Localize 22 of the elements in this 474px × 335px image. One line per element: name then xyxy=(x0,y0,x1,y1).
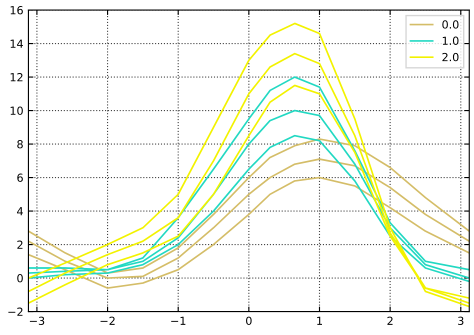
y-tick-label: 16 xyxy=(10,6,23,14)
y-tick-label: 2 xyxy=(17,240,22,249)
x-tick-label: −2 xyxy=(100,316,115,325)
y-tick-label: 10 xyxy=(10,106,23,115)
line-series xyxy=(28,158,470,279)
x-tick-label: 2 xyxy=(387,316,393,325)
legend-label: 1.0 xyxy=(442,36,459,45)
legend-label: 0.0 xyxy=(442,20,459,29)
y-tick-label: 12 xyxy=(10,73,22,82)
x-tick-label: −3 xyxy=(30,316,44,326)
y-tick-label: 8 xyxy=(17,140,23,148)
y-tick-label: 6 xyxy=(17,174,23,182)
y-tick-label: 14 xyxy=(10,40,23,48)
legend-label: 2.0 xyxy=(442,52,459,62)
y-tick-label: 4 xyxy=(17,207,23,216)
x-tick-label: 3 xyxy=(458,316,464,326)
x-tick-label: 1 xyxy=(317,316,322,325)
x-tick-label: −1 xyxy=(171,316,186,325)
y-tick-label: −2 xyxy=(8,308,22,316)
line-series xyxy=(28,176,470,289)
x-tick-label: 0 xyxy=(246,316,252,326)
y-tick-label: 0 xyxy=(17,274,23,282)
